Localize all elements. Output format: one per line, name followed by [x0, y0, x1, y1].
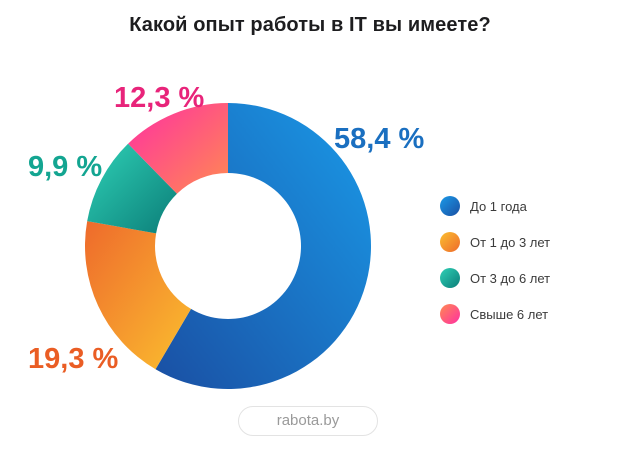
legend-swatch-ot-3-do-6-let	[440, 268, 460, 288]
legend-label-ot-3-do-6-let: От 3 до 6 лет	[470, 270, 551, 286]
legend-swatch-ot-1-do-3-let	[440, 232, 460, 252]
slice-ot-1-do-3-let	[84, 221, 192, 370]
slice-svyshe-6-let	[128, 103, 228, 194]
data-label-ot-3-do-6-let: 9,9 %	[28, 151, 102, 183]
source-badge: rabota.by	[238, 406, 378, 436]
legend-label-svyshe-6-let: Свыше 6 лет	[470, 306, 549, 322]
legend-item-svyshe-6-let: Свыше 6 лет	[440, 296, 550, 332]
chart-title: Какой опыт работы в IT вы имеете?	[129, 14, 491, 36]
legend-item-do-1-goda: До 1 года	[440, 188, 550, 224]
data-label-do-1-goda: 58,4 %	[334, 123, 424, 155]
legend: До 1 года От 1 до 3 лет От 3 до 6 лет Свыше…	[440, 188, 550, 332]
data-label-ot-1-do-3-let: 19,3 %	[28, 343, 118, 375]
legend-label-do-1-goda: До 1 года	[470, 198, 527, 214]
legend-label-ot-1-do-3-let: От 1 до 3 лет	[470, 234, 551, 250]
source-text: rabota.by	[276, 412, 340, 429]
legend-swatch-svyshe-6-let	[440, 304, 460, 324]
slice-do-1-goda	[155, 103, 371, 390]
legend-item-ot-1-do-3-let: От 1 до 3 лет	[440, 224, 550, 260]
legend-item-ot-3-do-6-let: От 3 до 6 лет	[440, 260, 550, 296]
slice-ot-3-do-6-let	[87, 143, 177, 234]
data-label-svyshe-6-let: 12,3 %	[114, 82, 204, 114]
legend-swatch-do-1-goda	[440, 196, 460, 216]
